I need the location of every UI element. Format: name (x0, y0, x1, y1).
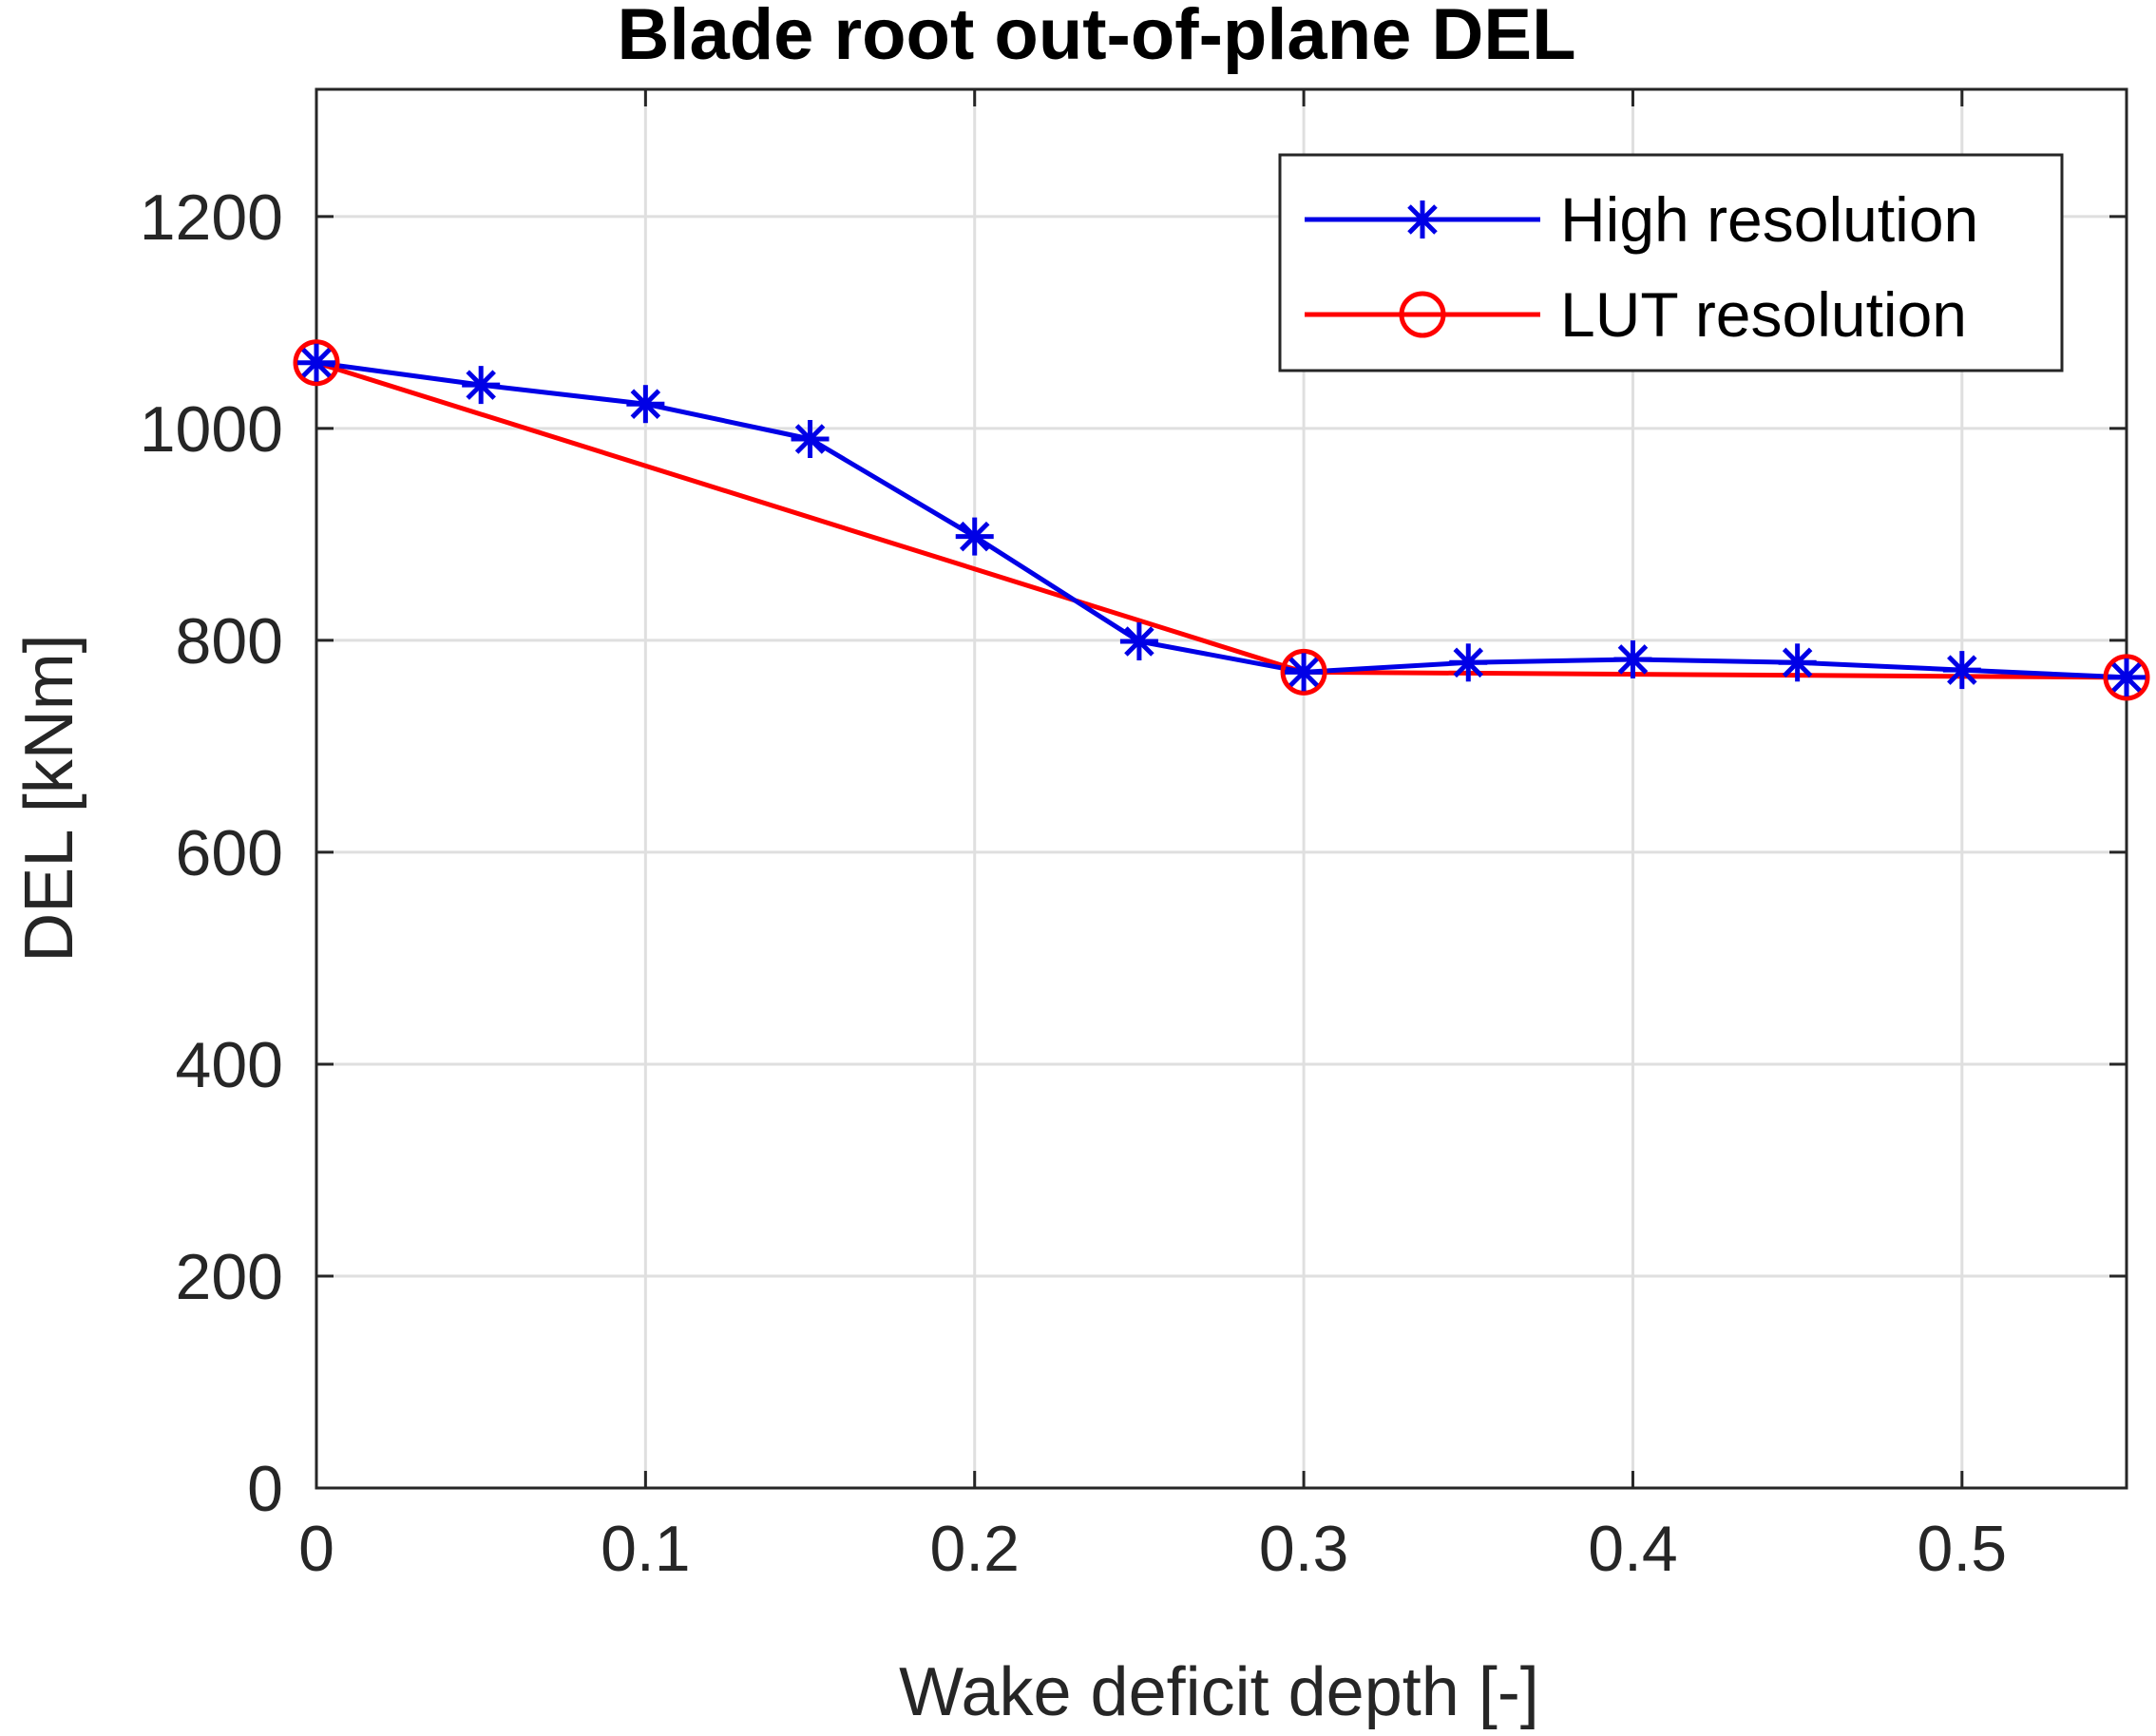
data-point (626, 385, 665, 424)
asterisk-stroke (1288, 657, 1319, 688)
data-point (1119, 621, 1158, 660)
axis-ticks: 0 0.1 0.2 0.3 0.4 0.5 0 200 400 600 800 1000 1200 (140, 89, 2127, 1585)
data-point (462, 366, 501, 405)
legend-label: High resolution (1560, 184, 1978, 255)
asterisk-stroke (1947, 655, 1977, 685)
asterisk-stroke (1453, 647, 1484, 678)
chart-title: Blade root out-of-plane DEL (617, 0, 1575, 75)
plot-frame (315, 87, 2128, 1490)
y-tick-label: 800 (176, 605, 283, 677)
y-tick-label: 1200 (140, 181, 283, 254)
y-axis-label: DEL [kNm] (11, 634, 87, 962)
y-tick-label: 400 (176, 1029, 283, 1101)
series-line (315, 360, 2127, 680)
series-line (315, 360, 2127, 680)
asterisk-stroke (959, 521, 990, 552)
data-point (1280, 648, 1327, 696)
asterisk-stroke (2111, 662, 2142, 693)
asterisk-stroke (630, 389, 661, 419)
x-tick-label: 0.5 (1918, 1513, 2008, 1585)
data-point (1285, 653, 1324, 692)
data-point (791, 420, 830, 458)
asterisk-stroke (466, 370, 496, 400)
legend-label: LUT resolution (1560, 279, 1967, 350)
y-tick-label: 1000 (140, 393, 283, 466)
x-axis-label: Wake deficit depth [-] (899, 1654, 1539, 1730)
x-tick-label: 0.2 (929, 1513, 1020, 1585)
data-point (955, 517, 994, 556)
data-point (2103, 654, 2150, 701)
y-tick-label: 200 (176, 1241, 283, 1313)
asterisk-stroke (1617, 644, 1649, 675)
data-point (293, 339, 340, 387)
legend-marker (1399, 291, 1446, 338)
y-tick-label: 600 (176, 817, 283, 889)
series (293, 339, 2150, 701)
asterisk-stroke (301, 347, 332, 378)
legend: High resolution LUT resolution (1278, 153, 2064, 372)
x-tick-label: 0.4 (1588, 1513, 1678, 1585)
data-point (1613, 639, 1652, 678)
asterisk-stroke (1782, 647, 1813, 678)
x-tick-label: 0.3 (1259, 1513, 1349, 1585)
data-point (2108, 658, 2146, 696)
asterisk-stroke (1124, 626, 1154, 657)
x-tick-label: 0.1 (601, 1513, 691, 1585)
data-point (1778, 643, 1817, 682)
legend-box (1278, 153, 2064, 372)
y-tick-label: 0 (247, 1453, 283, 1525)
data-point (297, 343, 335, 382)
asterisk-stroke (1407, 204, 1438, 235)
data-point (1449, 643, 1488, 682)
legend-marker (1403, 200, 1441, 238)
asterisk-stroke (794, 424, 826, 454)
data-point (1942, 651, 1981, 690)
x-tick-label: 0 (298, 1513, 334, 1585)
